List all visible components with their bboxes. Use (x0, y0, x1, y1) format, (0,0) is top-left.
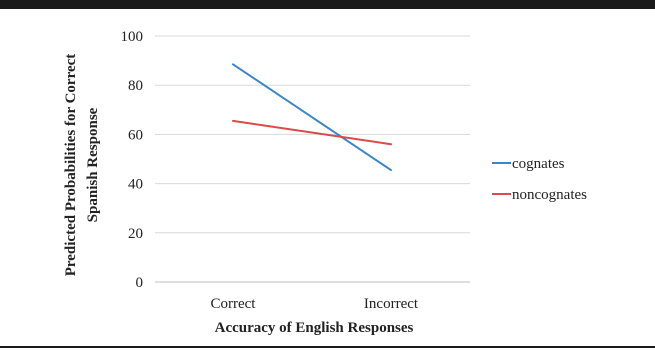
legend-label-cognates: cognates (512, 156, 565, 172)
y-tick-label-100: 100 (121, 29, 144, 45)
y-tick-label-60: 60 (128, 127, 143, 143)
y-tick-label-80: 80 (128, 78, 143, 94)
x-tick-label-correct: Correct (211, 296, 257, 312)
y-axis-title-line-2: Spanish Response (85, 107, 101, 222)
series-line-cognates (232, 63, 392, 172)
gridlines (155, 35, 470, 283)
bottom-rule (0, 346, 655, 348)
series-line-noncognates (232, 119, 392, 146)
legend: cognates noncognates (492, 156, 587, 203)
y-tick-label-40: 40 (128, 177, 143, 193)
top-rule (0, 0, 655, 9)
y-tick-label-0: 0 (136, 275, 144, 291)
y-axis-title: Predicted Probabilities for Correct Span… (63, 54, 101, 277)
x-axis-title: Accuracy of English Responses (215, 320, 414, 336)
y-axis-title-line-1: Predicted Probabilities for Correct (63, 54, 79, 277)
y-tick-label-20: 20 (128, 226, 143, 242)
y-axis-ticks: 0 20 40 60 80 100 (121, 29, 144, 291)
x-axis-ticks: Correct Incorrect (211, 296, 419, 312)
x-tick-label-incorrect: Incorrect (364, 296, 419, 312)
legend-label-noncognates: noncognates (512, 187, 587, 203)
series-lines (232, 63, 392, 172)
